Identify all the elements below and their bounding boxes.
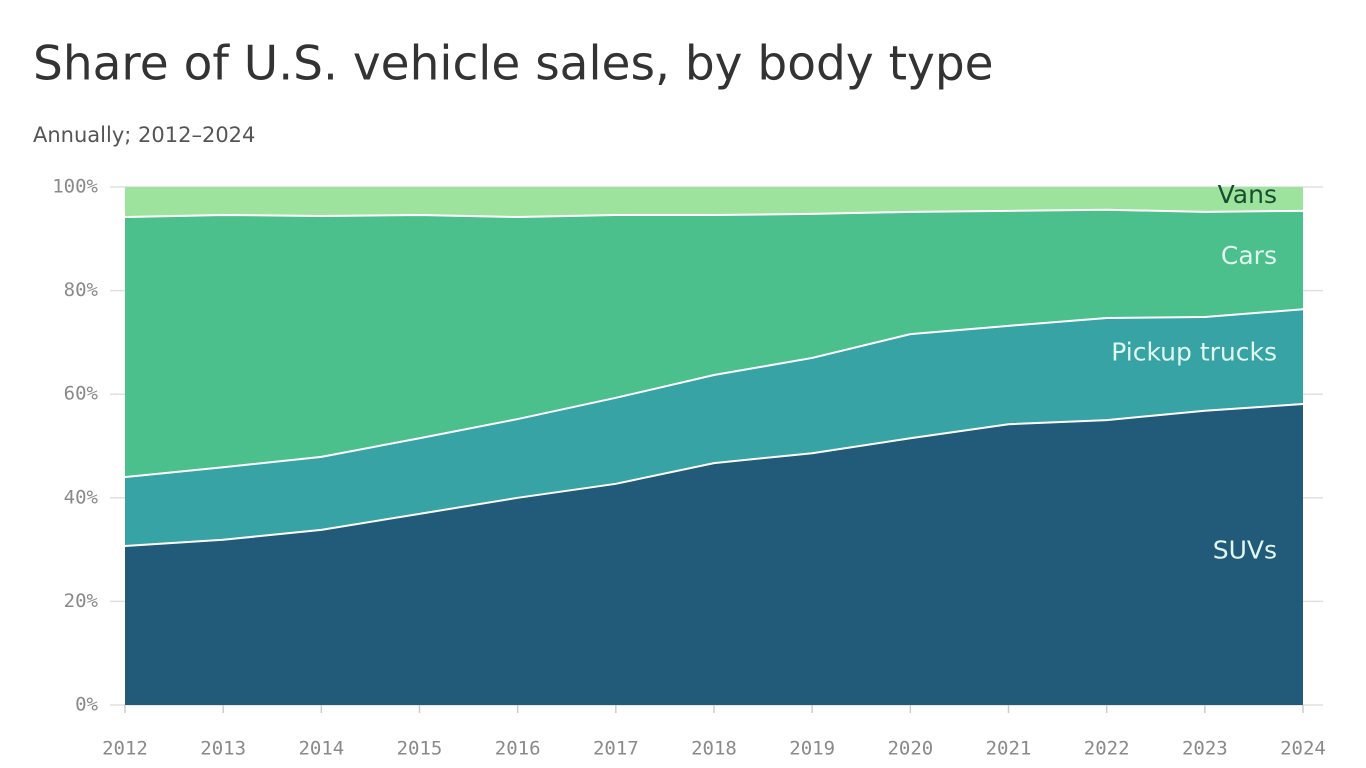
x-tick-label: 2013 (200, 738, 246, 760)
y-tick-label: 60% (64, 383, 99, 405)
y-tick-label: 40% (64, 486, 99, 508)
series-boundary (124, 308, 1304, 479)
x-tick-label: 2014 (298, 738, 344, 760)
x-tick-label: 2015 (397, 738, 443, 760)
x-tick-label: 2012 (102, 738, 148, 760)
x-tick-label: 2023 (1182, 738, 1228, 760)
series-label: Cars (1221, 241, 1277, 270)
x-tick-label: 2020 (887, 738, 933, 760)
chart-subtitle: Annually; 2012–2024 (33, 123, 255, 147)
series-boundary (124, 403, 1304, 547)
series-label: Pickup trucks (1111, 338, 1277, 367)
series-label: SUVs (1213, 536, 1277, 565)
x-tick-label: 2022 (1084, 738, 1130, 760)
series-area (125, 209, 1303, 478)
series-boundary (124, 208, 1304, 219)
x-tick-label: 2016 (495, 738, 541, 760)
y-tick-label: 80% (64, 279, 99, 301)
x-tick-label: 2021 (986, 738, 1032, 760)
y-tick-label: 100% (52, 176, 98, 198)
x-tick-label: 2019 (789, 738, 835, 760)
series-area (125, 187, 1303, 218)
series-area (125, 309, 1303, 546)
series-area (125, 404, 1303, 705)
series-label: Vans (1218, 180, 1277, 209)
x-tick-label: 2018 (691, 738, 737, 760)
x-tick-label: 2017 (593, 738, 639, 760)
chart-title: Share of U.S. vehicle sales, by body typ… (33, 37, 994, 92)
y-tick-label: 0% (75, 694, 98, 716)
y-tick-label: 20% (64, 590, 99, 612)
x-tick-label: 2024 (1280, 738, 1326, 760)
